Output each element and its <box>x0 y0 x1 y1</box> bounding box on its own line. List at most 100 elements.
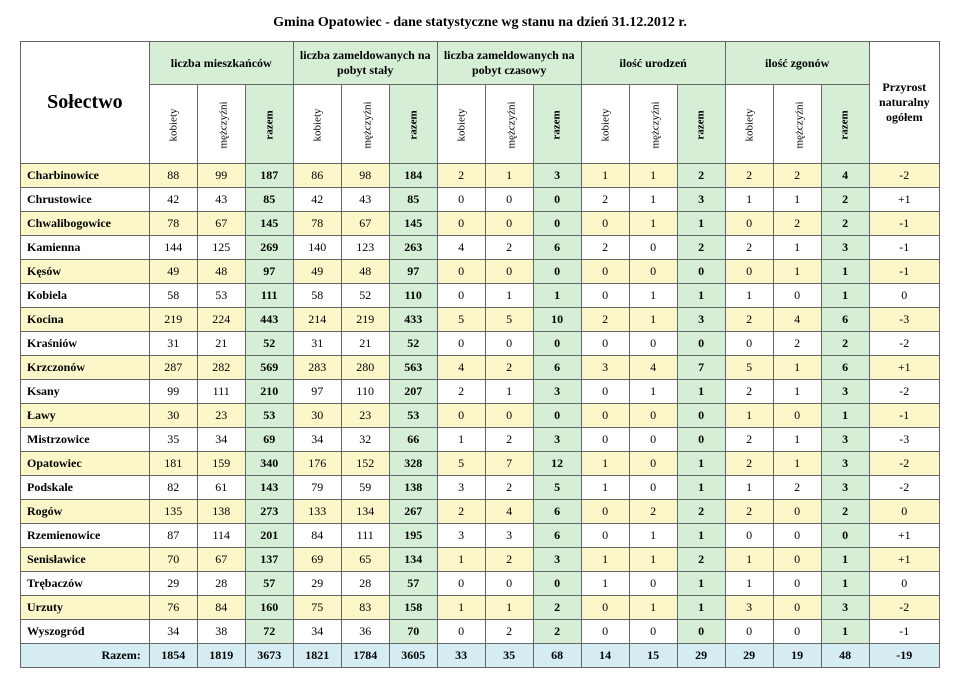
table-row: Kraśniów312152312152000000022-2 <box>21 332 940 356</box>
cell: 30 <box>149 404 197 428</box>
cell: 5 <box>485 308 533 332</box>
totals-cell: 19 <box>773 644 821 668</box>
row-name: Kęsów <box>21 260 150 284</box>
cell: 48 <box>341 260 389 284</box>
cell: 0 <box>581 500 629 524</box>
cell: 2 <box>485 476 533 500</box>
cell: 1 <box>821 284 869 308</box>
cell: 35 <box>149 428 197 452</box>
cell: 1 <box>677 284 725 308</box>
cell: 0 <box>437 260 485 284</box>
cell: 0 <box>725 332 773 356</box>
totals-cell: 1854 <box>149 644 197 668</box>
cell: 433 <box>389 308 437 332</box>
subcol-razem: razem <box>533 85 581 164</box>
cell: 52 <box>245 332 293 356</box>
cell: -1 <box>869 620 939 644</box>
cell: 273 <box>245 500 293 524</box>
cell: 1 <box>629 524 677 548</box>
cell: 83 <box>341 596 389 620</box>
cell: 210 <box>245 380 293 404</box>
cell: 1 <box>773 260 821 284</box>
cell: 53 <box>197 284 245 308</box>
subcol-kobiety: kobiety <box>293 85 341 164</box>
cell: 10 <box>533 308 581 332</box>
cell: 1 <box>485 380 533 404</box>
cell: 0 <box>533 404 581 428</box>
cell: 0 <box>437 620 485 644</box>
group-mieszkancow: liczba mieszkańców <box>149 42 293 85</box>
row-name: Chwalibogowice <box>21 212 150 236</box>
cell: 23 <box>341 404 389 428</box>
cell: 0 <box>725 260 773 284</box>
cell: 5 <box>437 452 485 476</box>
cell: 29 <box>149 572 197 596</box>
cell: 2 <box>821 332 869 356</box>
cell: 78 <box>293 212 341 236</box>
cell: 0 <box>821 524 869 548</box>
cell: 3 <box>533 380 581 404</box>
cell: 0 <box>629 332 677 356</box>
cell: 2 <box>773 212 821 236</box>
cell: 0 <box>629 236 677 260</box>
cell: 3 <box>821 452 869 476</box>
table-head: Sołectwo liczba mieszkańców liczba zamel… <box>21 42 940 164</box>
cell: 1 <box>821 548 869 572</box>
cell: 0 <box>677 404 725 428</box>
row-name: Charbinowice <box>21 164 150 188</box>
cell: 48 <box>197 260 245 284</box>
cell: 5 <box>437 308 485 332</box>
cell: 0 <box>629 476 677 500</box>
cell: 1 <box>677 452 725 476</box>
cell: 2 <box>725 428 773 452</box>
cell: 1 <box>485 284 533 308</box>
cell: 2 <box>485 428 533 452</box>
cell: 34 <box>293 620 341 644</box>
cell: 31 <box>149 332 197 356</box>
cell: 287 <box>149 356 197 380</box>
cell: 181 <box>149 452 197 476</box>
cell: 3 <box>533 428 581 452</box>
totals-cell: 15 <box>629 644 677 668</box>
table-body: Charbinowice88991878698184213112224-2Chr… <box>21 164 940 668</box>
cell: 160 <box>245 596 293 620</box>
table-row: Chwalibogowice78671457867145000011022-1 <box>21 212 940 236</box>
table-row: Ławy302353302353000000101-1 <box>21 404 940 428</box>
cell: 67 <box>197 212 245 236</box>
totals-cell: 3673 <box>245 644 293 668</box>
cell: 110 <box>389 284 437 308</box>
table-row: Urzuty76841607583158112011303-2 <box>21 596 940 620</box>
cell: +1 <box>869 188 939 212</box>
cell: 52 <box>341 284 389 308</box>
cell: 2 <box>533 596 581 620</box>
cell: 140 <box>293 236 341 260</box>
cell: 1 <box>677 476 725 500</box>
cell: 0 <box>533 332 581 356</box>
cell: 2 <box>437 500 485 524</box>
cell: 5 <box>533 476 581 500</box>
cell: 0 <box>629 260 677 284</box>
row-name: Ławy <box>21 404 150 428</box>
cell: -2 <box>869 452 939 476</box>
subcol-kobiety: kobiety <box>581 85 629 164</box>
cell: 2 <box>581 188 629 212</box>
cell: 0 <box>437 332 485 356</box>
subcol-kobiety: kobiety <box>725 85 773 164</box>
cell: 5 <box>725 356 773 380</box>
row-name: Kobiela <box>21 284 150 308</box>
cell: 6 <box>533 356 581 380</box>
group-czasowy: liczba zameldowanych na pobyt czasowy <box>437 42 581 85</box>
cell: 111 <box>245 284 293 308</box>
cell: 2 <box>677 236 725 260</box>
cell: 4 <box>485 500 533 524</box>
subcol-mezczyzni: mężczyźni <box>773 85 821 164</box>
cell: 0 <box>485 332 533 356</box>
cell: 1 <box>725 188 773 212</box>
table-row: Opatowiec1811593401761523285712101213-2 <box>21 452 940 476</box>
cell: 0 <box>677 260 725 284</box>
cell: 49 <box>293 260 341 284</box>
cell: 134 <box>341 500 389 524</box>
cell: 38 <box>197 620 245 644</box>
cell: 57 <box>389 572 437 596</box>
cell: 207 <box>389 380 437 404</box>
